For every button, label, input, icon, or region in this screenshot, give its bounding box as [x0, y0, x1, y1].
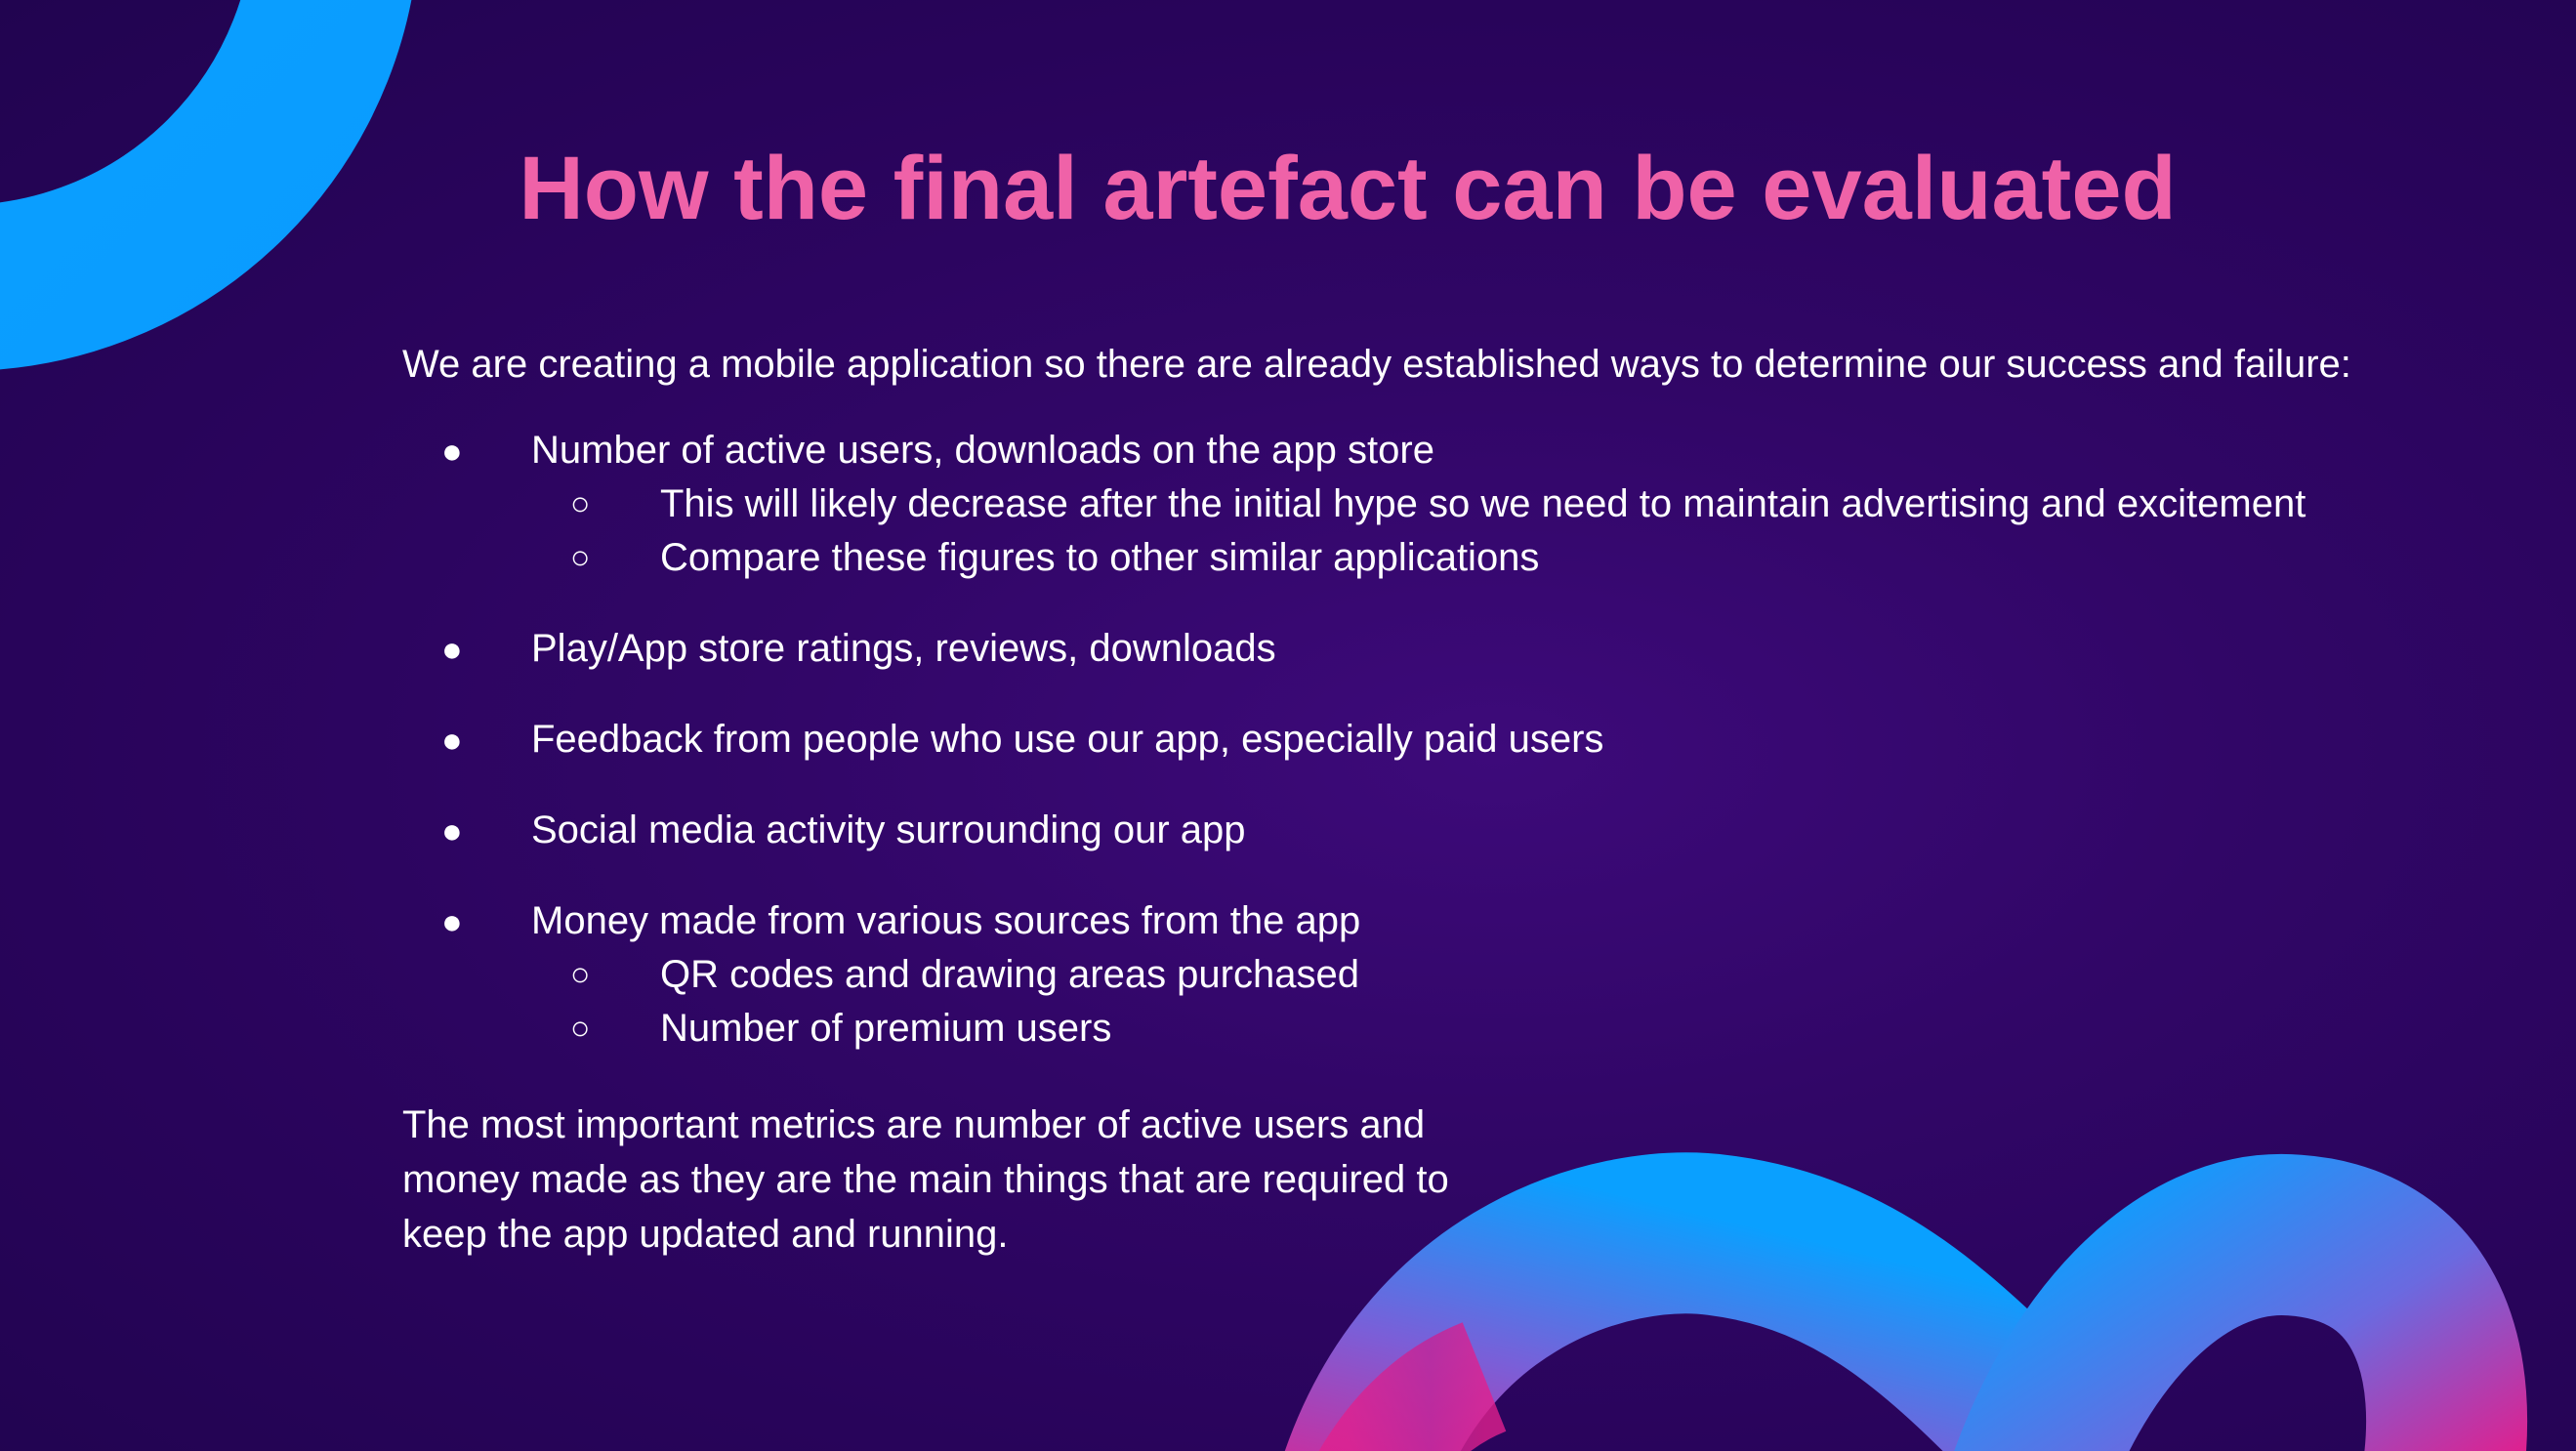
sub-bullet-text: Number of premium users [660, 1007, 1112, 1050]
sub-list-item: ○ Number of premium users [402, 1002, 2502, 1056]
sub-list-item: ○ This will likely decrease after the in… [402, 477, 2502, 531]
bullet-text: Feedback from people who use our app, es… [531, 718, 1604, 761]
sub-list-item: ○ Compare these figures to other similar… [402, 531, 2502, 585]
bullet-text: Social media activity surrounding our ap… [531, 808, 1246, 851]
bullet-icon: ● [441, 629, 463, 669]
sub-bullet-icon: ○ [570, 539, 591, 576]
sub-list-item: ○ QR codes and drawing areas purchased [402, 948, 2502, 1002]
list-item: ● Play/App store ratings, reviews, downl… [402, 622, 2502, 676]
bullet-text: Play/App store ratings, reviews, downloa… [531, 627, 1276, 670]
sub-list: ○ This will likely decrease after the in… [402, 477, 2502, 585]
slide-title: How the final artefact can be evaluated [519, 139, 2177, 238]
bullet-icon: ● [441, 901, 463, 941]
list-item: ● Social media activity surrounding our … [402, 804, 2502, 857]
list-item: ● Money made from various sources from t… [402, 894, 2502, 1056]
sub-bullet-icon: ○ [570, 1010, 591, 1047]
sub-bullet-text: This will likely decrease after the init… [660, 482, 2306, 525]
bullet-icon: ● [441, 720, 463, 760]
metrics-list: ● Number of active users, downloads on t… [402, 424, 2502, 1093]
sub-bullet-icon: ○ [570, 956, 591, 993]
bullet-text: Money made from various sources from the… [531, 899, 1361, 942]
bottom-right-ribbon [1285, 1152, 2528, 1451]
list-item: ● Number of active users, downloads on t… [402, 424, 2502, 585]
bullet-icon: ● [441, 810, 463, 850]
sub-list: ○ QR codes and drawing areas purchased ○… [402, 948, 2502, 1056]
sub-bullet-text: Compare these figures to other similar a… [660, 536, 1540, 579]
intro-text: We are creating a mobile application so … [402, 343, 2351, 386]
bullet-icon: ● [441, 431, 463, 471]
sub-bullet-text: QR codes and drawing areas purchased [660, 953, 1359, 996]
bullet-text: Number of active users, downloads on the… [531, 429, 1434, 472]
list-item: ● Feedback from people who use our app, … [402, 713, 2502, 767]
conclusion-text: The most important metrics are number of… [402, 1103, 1449, 1256]
sub-bullet-icon: ○ [570, 485, 591, 522]
